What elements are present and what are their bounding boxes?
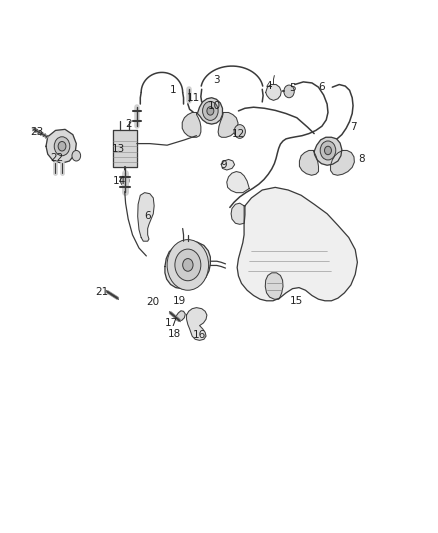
Polygon shape: [227, 172, 249, 192]
Polygon shape: [331, 150, 354, 175]
Circle shape: [72, 150, 81, 161]
Text: 22: 22: [50, 154, 64, 164]
Text: 15: 15: [290, 296, 304, 306]
Text: 21: 21: [95, 287, 109, 297]
Polygon shape: [265, 273, 283, 299]
Circle shape: [167, 240, 208, 290]
Circle shape: [120, 175, 129, 186]
Text: 19: 19: [173, 296, 186, 306]
Polygon shape: [231, 203, 244, 224]
Text: 6: 6: [145, 212, 151, 221]
Text: 5: 5: [289, 83, 296, 93]
Polygon shape: [182, 112, 201, 138]
Text: 1: 1: [170, 85, 177, 95]
Circle shape: [325, 146, 332, 155]
Circle shape: [58, 141, 66, 151]
Circle shape: [183, 259, 193, 271]
Polygon shape: [46, 130, 76, 163]
Text: 13: 13: [112, 144, 125, 155]
Text: 9: 9: [220, 160, 226, 170]
Text: 10: 10: [208, 101, 221, 111]
Circle shape: [207, 107, 214, 115]
Circle shape: [320, 141, 336, 160]
Text: 16: 16: [193, 330, 206, 340]
Polygon shape: [138, 192, 154, 241]
Polygon shape: [266, 85, 281, 100]
Polygon shape: [165, 241, 210, 289]
Polygon shape: [198, 98, 223, 124]
Polygon shape: [187, 308, 207, 341]
Circle shape: [175, 249, 201, 281]
Circle shape: [54, 137, 70, 156]
Text: 7: 7: [350, 122, 357, 132]
Text: 6: 6: [318, 82, 325, 92]
Text: 12: 12: [232, 128, 245, 139]
Text: 3: 3: [214, 75, 220, 85]
Text: 14: 14: [113, 176, 126, 186]
Polygon shape: [113, 131, 137, 167]
Polygon shape: [176, 311, 185, 321]
Text: 18: 18: [168, 329, 181, 339]
Text: 4: 4: [265, 81, 272, 91]
Polygon shape: [300, 150, 318, 175]
Polygon shape: [314, 138, 342, 165]
Polygon shape: [237, 188, 357, 301]
Circle shape: [234, 125, 245, 139]
Polygon shape: [218, 112, 238, 138]
Text: 23: 23: [30, 127, 43, 137]
Text: 11: 11: [187, 93, 200, 103]
Text: 20: 20: [147, 297, 160, 308]
Text: 2: 2: [125, 119, 131, 129]
Polygon shape: [221, 159, 235, 170]
Text: 17: 17: [165, 318, 178, 328]
Circle shape: [284, 85, 294, 98]
Circle shape: [202, 101, 218, 120]
Text: 8: 8: [358, 155, 365, 164]
